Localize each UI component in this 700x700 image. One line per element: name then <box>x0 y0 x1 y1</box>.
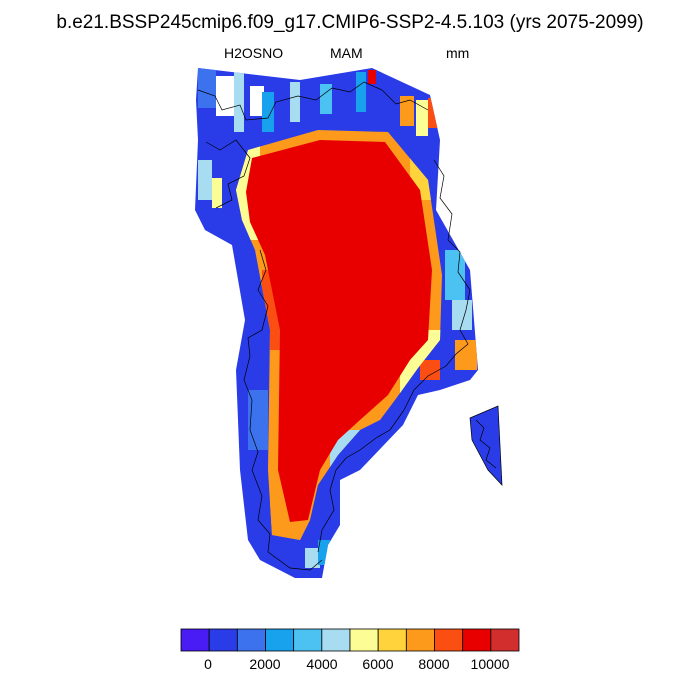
colorbar-tick-label: 2000 <box>249 656 281 672</box>
coastline <box>197 81 497 571</box>
season-label: MAM <box>330 45 363 61</box>
colorbar-tick-label: 4000 <box>306 656 338 672</box>
map-title: b.e21.BSSP245cmip6.f09_g17.CMIP6-SSP2-4.… <box>56 12 644 33</box>
colorbar-tick-label: 6000 <box>362 656 394 672</box>
colorbar-tick-label: 8000 <box>418 656 450 672</box>
variable-label: H2OSNO <box>224 45 284 61</box>
eastern-island <box>470 406 502 485</box>
colorbar-tick-label: 10000 <box>470 656 510 672</box>
colorbar-tick-label: 0 <box>204 656 212 672</box>
units-label: mm <box>446 45 470 61</box>
